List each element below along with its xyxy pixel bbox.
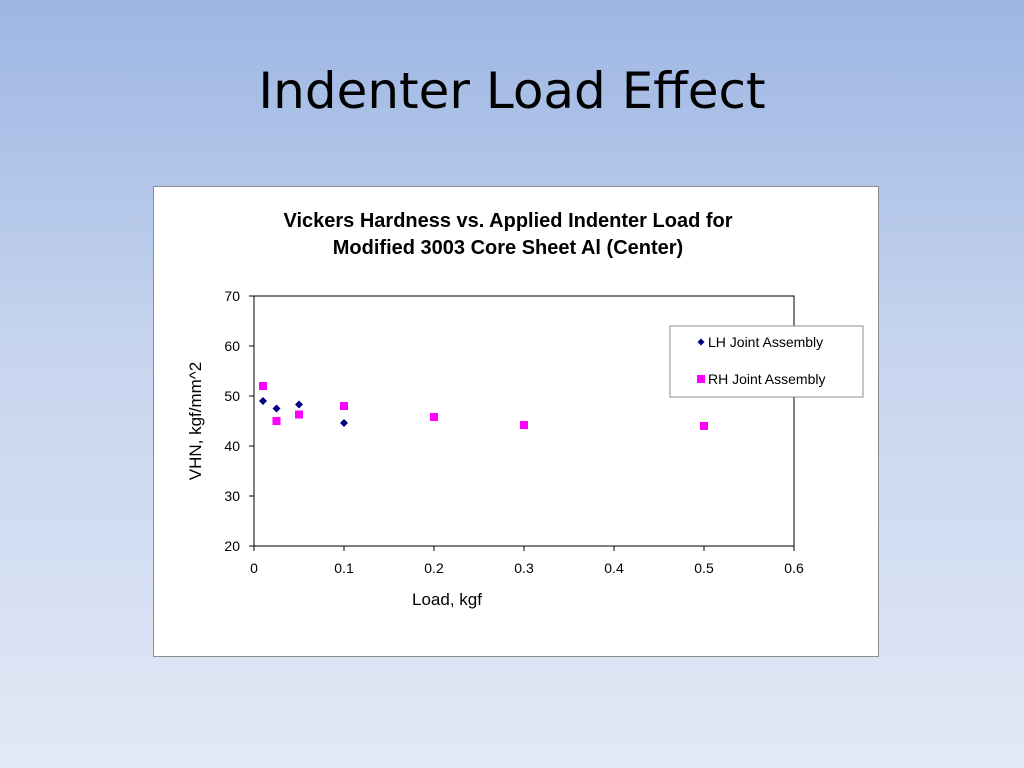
data-point-rh xyxy=(700,422,708,430)
data-point-rh xyxy=(272,417,281,425)
chart-area: Vickers Hardness vs. Applied Indenter Lo… xyxy=(153,186,879,657)
data-point-rh xyxy=(430,413,438,421)
x-tick-label: 0.4 xyxy=(604,560,624,576)
x-tick-label: 0.2 xyxy=(424,560,444,576)
x-tick-label: 0.1 xyxy=(334,560,354,576)
y-axis-label: VHN, kgf/mm^2 xyxy=(186,362,205,481)
legend-label-lh: LH Joint Assembly xyxy=(708,334,823,350)
x-tick-label: 0.6 xyxy=(784,560,804,576)
x-tick-label: 0.3 xyxy=(514,560,534,576)
data-point-rh xyxy=(295,410,303,419)
y-axis-ticks: 20 30 40 50 60 70 xyxy=(224,288,254,554)
y-tick-label: 20 xyxy=(224,538,240,554)
y-tick-label: 70 xyxy=(224,288,240,304)
data-point-lh xyxy=(340,419,348,427)
data-point-lh xyxy=(295,400,303,409)
y-tick-label: 50 xyxy=(224,388,240,404)
legend: LH Joint Assembly RH Joint Assembly xyxy=(669,325,864,398)
y-tick-label: 40 xyxy=(224,438,240,454)
scatter-chart: Vickers Hardness vs. Applied Indenter Lo… xyxy=(186,210,864,609)
data-point-rh xyxy=(520,421,528,429)
x-axis-label: Load, kgf xyxy=(412,590,482,609)
chart-title-line-2: Modified 3003 Core Sheet Al (Center) xyxy=(333,237,683,259)
legend-marker-lh xyxy=(697,338,705,346)
legend-marker-rh xyxy=(697,375,705,383)
data-point-rh xyxy=(259,382,267,390)
x-tick-label: 0 xyxy=(250,560,258,576)
slide-title: Indenter Load Effect xyxy=(258,62,766,120)
y-tick-label: 30 xyxy=(224,488,240,504)
x-axis-ticks: 0 0.1 0.2 0.3 0.4 0.5 0.6 xyxy=(250,546,804,576)
chart-title-line-1: Vickers Hardness vs. Applied Indenter Lo… xyxy=(283,210,732,232)
data-point-lh xyxy=(272,404,281,413)
legend-label-rh: RH Joint Assembly xyxy=(708,371,825,387)
data-point-lh xyxy=(259,397,267,405)
x-tick-label: 0.5 xyxy=(694,560,714,576)
data-point-rh xyxy=(340,402,348,410)
y-tick-label: 60 xyxy=(224,338,240,354)
legend-box xyxy=(669,325,864,398)
data-points xyxy=(259,382,708,430)
